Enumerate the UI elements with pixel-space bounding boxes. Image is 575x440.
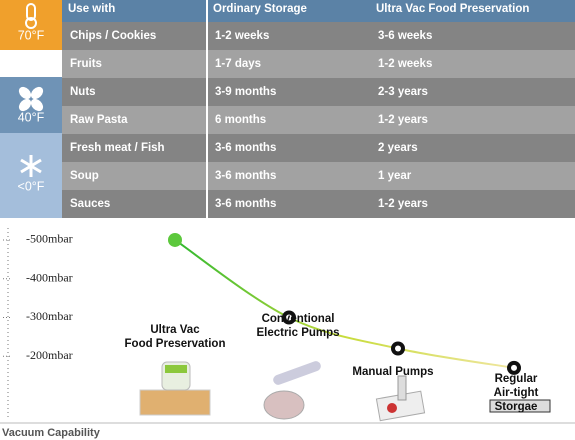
- table-cell: 1-7 days: [215, 58, 261, 70]
- table-cell: Nuts: [70, 86, 96, 98]
- point-center: [511, 364, 517, 371]
- row-bg: [62, 78, 575, 106]
- table-cell: 1-2 years: [378, 114, 428, 126]
- y-tick-label: -300mbar: [26, 309, 73, 323]
- zone-label: 40°F: [18, 110, 45, 124]
- point-center: [395, 345, 401, 352]
- fan-icon: [18, 86, 44, 112]
- y-tick-label: -400mbar: [26, 270, 73, 284]
- product-ultra-vac: [139, 361, 211, 416]
- line: [174, 239, 515, 369]
- row-bg: [62, 162, 575, 190]
- table-cell: 6 months: [215, 114, 266, 126]
- row-bg: [62, 106, 575, 134]
- x-axis-label: Vacuum Capability: [2, 427, 101, 439]
- table-cell: 3-6 months: [215, 198, 276, 210]
- table-cell: 3-6 months: [215, 142, 276, 154]
- storage-table: Use with Ordinary Storage Ultra Vac Food P…: [0, 0, 575, 218]
- zone-label: <0°F: [18, 179, 45, 193]
- table-cell: 1-2 weeks: [378, 58, 432, 70]
- category-label: Manual Pumps: [352, 366, 434, 378]
- zone-bg: [0, 0, 62, 50]
- table-cell: Raw Pasta: [70, 114, 128, 126]
- header-bg: [62, 0, 575, 22]
- product-manual-pump: [375, 375, 426, 422]
- category-label: Conventional Electric Pumps: [256, 313, 340, 339]
- header-cell: Use with: [68, 3, 115, 15]
- table-cell: 3-6 weeks: [378, 30, 432, 42]
- header-cell: Ultra Vac Food Preservation: [376, 3, 529, 15]
- table-cell: 1-2 years: [378, 198, 428, 210]
- zone-label: 70°F: [18, 28, 45, 42]
- snowflake-icon: [20, 155, 42, 177]
- table-cell: 3-6 months: [215, 170, 276, 182]
- table-cell: 2-3 years: [378, 86, 428, 98]
- table-cell: 1 year: [378, 170, 412, 182]
- product-airtight-box: [489, 399, 551, 413]
- table-cell: 2 years: [378, 142, 418, 154]
- table-cell: 3-9 months: [215, 86, 276, 98]
- product-electric-pump: [263, 361, 321, 420]
- y-tick-label: -500mbar: [26, 232, 73, 246]
- table-cell: Sauces: [70, 198, 110, 210]
- header-cell: Ordinary Storage: [213, 3, 307, 15]
- category-label: Ultra Vac Food Preservation: [124, 324, 226, 350]
- row-bg: [62, 190, 575, 218]
- table-cell: Soup: [70, 170, 99, 182]
- table-cell: Chips / Cookies: [70, 30, 156, 42]
- point: [168, 232, 182, 247]
- row-bg: [62, 22, 575, 50]
- zone-bg: [0, 77, 62, 133]
- row-bg: [62, 134, 575, 162]
- row-bg: [62, 50, 575, 78]
- thermometer-icon: [25, 3, 37, 29]
- y-tick-label: -200mbar: [26, 348, 73, 362]
- table-cell: Fruits: [70, 58, 102, 70]
- category-label: Regular Air-tight Storgae: [493, 373, 539, 413]
- table-cell: 1-2 weeks: [215, 30, 269, 42]
- table-cell: Fresh meat / Fish: [70, 142, 165, 154]
- point-center: [286, 314, 292, 321]
